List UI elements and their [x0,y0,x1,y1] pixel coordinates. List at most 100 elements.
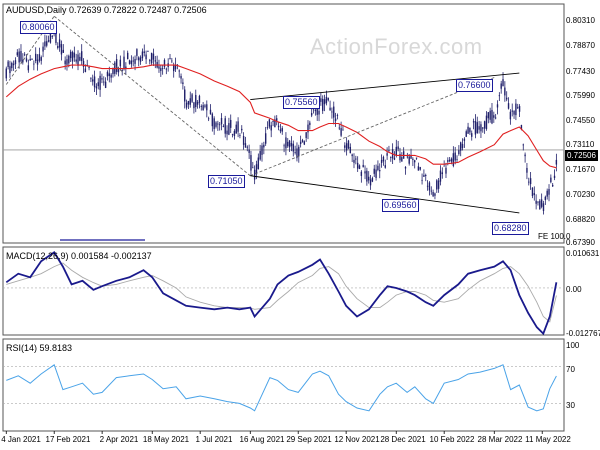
candle-body [180,75,182,79]
candle-body [384,165,386,168]
candle-body [160,68,162,72]
candle-body [277,125,280,128]
label-0.69560: 0.69560 [382,199,419,212]
x-tick: 10 Feb 2022 [429,435,475,444]
candle-body [252,167,254,169]
candle-body [195,95,197,108]
candle-body [483,121,486,129]
candle-body [417,166,420,171]
fe-label: FE 100.0 [538,232,571,241]
candle-body [82,60,85,67]
candle-body [22,59,24,63]
candle-body [320,98,322,102]
candle-body [35,53,37,61]
candle-body [504,87,506,96]
candle-body [310,113,313,116]
candle-body [224,118,226,134]
macd-title: MACD(12,26,9) 0.001584 -0.002137 [6,251,152,261]
candle-body [404,167,407,169]
candle-body [325,96,328,104]
candle-body [406,156,409,158]
candle-body [502,79,504,87]
candle-body [518,106,521,112]
candle-body [57,45,59,49]
candle-body [283,145,285,147]
candle-body [279,129,282,132]
candle-body [349,146,352,154]
x-tick: 12 Nov 2021 [334,435,380,444]
candle-body [491,109,493,124]
candle-body [472,121,475,123]
candle-body [395,146,398,156]
candle-body [231,134,234,135]
rsi-line-path [6,364,557,412]
candle-body [244,143,247,148]
candle-body [513,110,515,115]
candle-body [390,157,392,158]
candle-body [222,126,225,128]
candle-body [182,82,184,85]
candle-body [397,146,399,149]
x-tick: 11 May 2022 [525,435,571,444]
trendline [250,175,520,214]
candle-body [432,192,434,197]
candle-body [526,167,528,173]
candle-body [489,110,491,120]
candle-body [158,66,160,69]
chart-title: AUDUSD,Daily 0.72639 0.72822 0.72487 0.7… [6,5,207,15]
gridlines [3,149,564,404]
candle-body [450,158,453,162]
candle-body [305,132,307,138]
candle-body [544,196,547,200]
candle-body [331,111,333,113]
candle-body [154,60,156,62]
candle-body [66,59,68,65]
candle-body [493,115,495,118]
candle-body [237,121,239,132]
candle-body [272,120,274,122]
candle-body [355,158,357,160]
candle-body [478,126,480,130]
candle-body [498,95,501,97]
candle-body [132,60,134,62]
candle-body [520,125,523,130]
candle-body [364,171,366,174]
candle-body [276,118,278,121]
candle-body [528,181,530,183]
candle-body [12,63,15,66]
macd-signal-line [6,262,557,323]
candle-body [77,54,79,66]
candle-body [7,61,9,67]
x-tick: 28 Dec 2021 [380,435,426,444]
candle-body [239,135,241,136]
candle-body [323,99,326,105]
candle-body [242,136,245,145]
candle-body [419,167,421,170]
candle-body [38,54,41,61]
candle-body [454,152,456,161]
candle-body [25,58,28,62]
candle-body [301,139,304,143]
candle-body [253,169,256,180]
candle-body [97,82,99,87]
candle-body [202,105,204,111]
candle-body [250,155,252,171]
candle-body [290,143,293,147]
candle-body [288,140,291,148]
candle-body [31,58,33,60]
candle-body [303,141,306,145]
macd-panel-frame [2,246,565,336]
rsi-title: RSI(14) 59.8183 [6,343,73,353]
candle-body [298,146,300,157]
y-tick: 0.67390 [566,238,595,247]
candle-body [448,159,451,162]
candle-body [423,175,425,177]
candle-body [263,144,265,148]
axis-ticks [5,431,543,434]
candle-body [268,119,271,127]
candle-body [351,154,353,157]
candle-body [458,150,460,155]
trendline [250,72,520,101]
candle-body [465,131,467,137]
candle-body [461,144,464,148]
